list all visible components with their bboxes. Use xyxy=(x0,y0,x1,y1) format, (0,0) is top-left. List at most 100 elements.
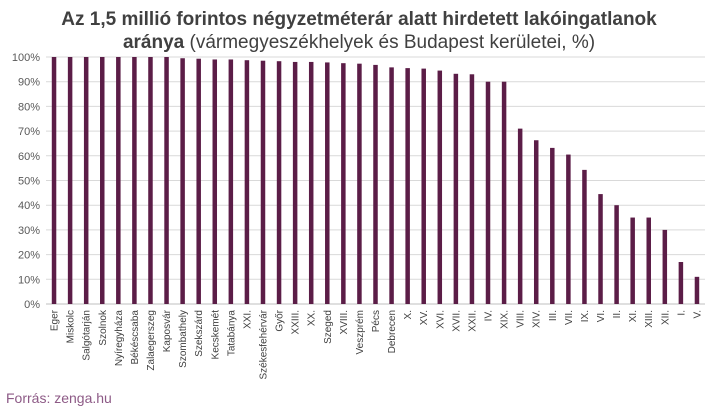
x-tick-label: XXI. xyxy=(242,310,253,329)
bar xyxy=(421,68,426,304)
title-line-1: Az 1,5 millió forintos négyzetméterár al… xyxy=(61,9,657,30)
bar xyxy=(244,60,250,304)
x-tick-label: XX. xyxy=(307,310,318,326)
bar xyxy=(533,140,539,304)
x-tick-label: V. xyxy=(692,310,703,319)
x-tick-label: Miskolc xyxy=(66,310,77,343)
y-axis-ticks: 0% 10% 20% 30% 40% 50% 60% 70% 80% 90% 100% xyxy=(12,52,40,311)
x-tick-label: Székesfehérvár xyxy=(258,309,269,379)
bar xyxy=(630,217,635,304)
x-tick-label: XVII. xyxy=(451,310,462,332)
bar xyxy=(196,58,201,304)
x-tick-label: Kaposvár xyxy=(162,309,173,352)
x-tick-label: Szombathely xyxy=(178,310,189,368)
bar xyxy=(100,57,105,304)
x-tick-label: Kecskemét xyxy=(210,310,221,360)
y-tick-label: 60% xyxy=(18,151,40,163)
x-tick-label: VII. xyxy=(564,310,575,325)
x-tick-label: Szolnok xyxy=(98,309,109,346)
bar xyxy=(260,60,266,304)
y-tick-label: 40% xyxy=(18,200,40,212)
bar xyxy=(83,57,89,304)
y-tick-label: 80% xyxy=(18,101,40,113)
x-tick-label: Nyíregyháza xyxy=(114,310,125,367)
x-tick-label: XIX. xyxy=(500,310,511,329)
bar xyxy=(646,217,651,304)
y-tick-label: 70% xyxy=(18,126,40,138)
x-tick-label: Zalaegerszeg xyxy=(146,310,157,371)
y-tick-label: 100% xyxy=(12,52,40,64)
bar xyxy=(180,58,185,304)
x-tick-label: Békéscsaba xyxy=(130,310,141,365)
x-tick-label: IX. xyxy=(580,310,591,322)
x-tick-label: III. xyxy=(548,310,559,321)
x-tick-label: IV. xyxy=(484,310,495,321)
bar xyxy=(550,147,555,304)
bar xyxy=(292,61,298,304)
bar xyxy=(694,276,700,304)
bar xyxy=(453,73,459,305)
bar xyxy=(276,61,282,304)
bar xyxy=(469,74,475,304)
x-tick-label: II. xyxy=(612,310,623,318)
bar xyxy=(325,62,330,305)
bar-chart: 0% 10% 20% 30% 40% 50% 60% 70% 80% 90% 100% Eger Mi… xyxy=(12,52,705,379)
x-tick-label: XI. xyxy=(628,310,639,322)
bar xyxy=(598,194,603,304)
chart-title: Az 1,5 millió forintos négyzetméterár al… xyxy=(0,8,718,54)
x-tick-label: Szeged xyxy=(323,310,334,344)
bar xyxy=(566,154,571,304)
title-line-2-bold: aránya xyxy=(122,32,185,53)
x-tick-label: XXIII. xyxy=(291,310,302,334)
bar xyxy=(437,70,443,305)
bar xyxy=(132,57,137,304)
bar xyxy=(517,128,523,304)
bar xyxy=(164,57,169,304)
x-tick-label: VI. xyxy=(596,310,607,322)
bar xyxy=(405,68,410,305)
bar xyxy=(228,59,234,304)
bar xyxy=(614,205,619,304)
x-tick-label: Tatabánya xyxy=(226,310,237,357)
x-tick-label: XVIII. xyxy=(339,310,350,334)
y-tick-label: 20% xyxy=(18,250,40,262)
x-tick-label: XIV. xyxy=(532,310,543,328)
x-tick-label: VIII. xyxy=(516,310,527,328)
bar xyxy=(341,63,346,304)
bar xyxy=(357,63,362,304)
x-tick-label: Eger xyxy=(50,309,61,331)
title-line-2-rest: (vármegyeszékhelyek és Budapest kerülete… xyxy=(184,32,596,53)
x-tick-label: XVI. xyxy=(435,310,446,329)
y-tick-label: 90% xyxy=(18,77,40,89)
bar xyxy=(662,229,668,304)
x-tick-label: XXII. xyxy=(467,310,478,332)
source-note: Forrás: zenga.hu xyxy=(6,390,112,406)
bar xyxy=(51,57,57,304)
x-tick-label: X. xyxy=(403,310,414,319)
bar xyxy=(582,169,587,304)
bars xyxy=(51,57,700,305)
x-tick-label: Szekszárd xyxy=(194,310,205,357)
x-tick-label: Győr xyxy=(275,309,286,331)
y-tick-label: 30% xyxy=(18,225,40,237)
bar xyxy=(148,57,153,304)
x-axis-labels: Eger Miskolc Salgótarján Szolnok Nyíregyháza… xyxy=(50,309,704,379)
x-tick-label: XV. xyxy=(419,310,430,325)
y-tick-label: 10% xyxy=(18,274,40,286)
bar xyxy=(67,57,73,304)
x-tick-label: Debrecen xyxy=(387,310,398,353)
bar xyxy=(373,64,378,305)
y-tick-label: 50% xyxy=(18,176,40,188)
x-tick-label: Pécs xyxy=(371,310,382,332)
bar xyxy=(501,81,507,304)
x-tick-label: Salgótarján xyxy=(82,310,93,361)
x-tick-label: I. xyxy=(676,310,687,316)
y-tick-label: 0% xyxy=(24,299,40,311)
bar xyxy=(485,81,491,304)
x-tick-label: XII. xyxy=(660,310,671,325)
x-tick-label: Veszprém xyxy=(355,310,366,354)
bar xyxy=(308,61,314,304)
bar xyxy=(678,262,684,304)
bar xyxy=(389,67,394,305)
bar xyxy=(116,57,121,304)
